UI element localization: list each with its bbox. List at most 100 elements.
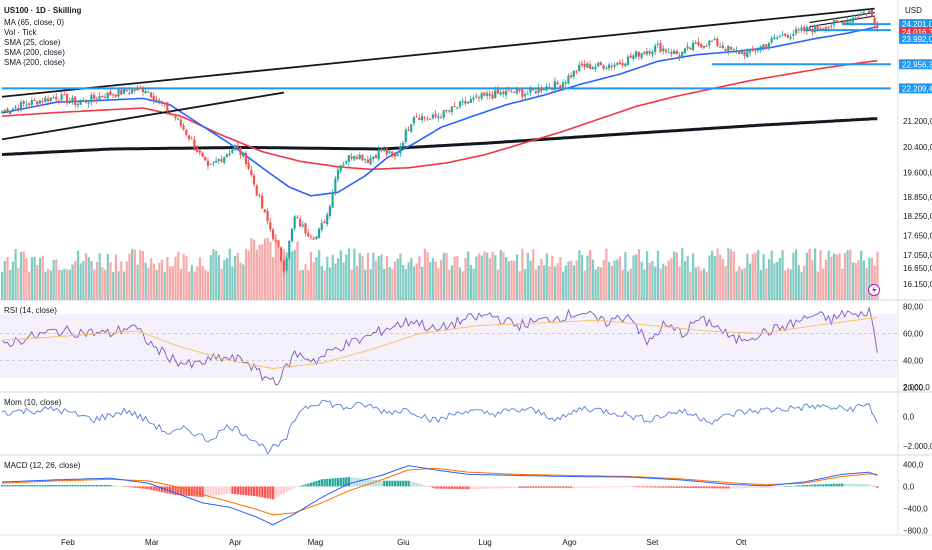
candle-body bbox=[179, 119, 182, 126]
volume-bar bbox=[209, 255, 212, 300]
candle-body bbox=[423, 117, 426, 119]
volume-bar bbox=[3, 260, 6, 300]
time-axis[interactable]: Feb Mar Apr Mag Giu Lug Ago Set Ott bbox=[61, 538, 747, 547]
macd-histogram-bar bbox=[30, 484, 34, 487]
macd-histogram-bar bbox=[55, 484, 58, 487]
macd-histogram-bar bbox=[52, 484, 55, 487]
volume-bar bbox=[618, 256, 622, 300]
volume-bar bbox=[328, 267, 332, 300]
volume-bar bbox=[290, 251, 294, 300]
month-label: Mag bbox=[308, 538, 324, 547]
candle-body bbox=[575, 71, 578, 73]
volume-bar bbox=[740, 269, 744, 300]
candle-body bbox=[109, 91, 112, 96]
candle-body bbox=[426, 118, 429, 120]
lightning-icon[interactable] bbox=[868, 284, 880, 296]
volume-bar bbox=[784, 270, 787, 300]
volume-bar bbox=[106, 253, 109, 300]
price-axis[interactable]: 21.200,0 20.400,0 19.600,0 18.850,0 18.250,0… bbox=[899, 19, 932, 289]
candle-body bbox=[507, 89, 510, 91]
macd-histogram-bar bbox=[301, 485, 305, 487]
volume-bar bbox=[74, 260, 77, 300]
candle-body bbox=[350, 156, 353, 159]
macd-histogram-bar bbox=[537, 486, 540, 488]
macd-histogram-bar bbox=[664, 486, 668, 488]
volume-bar bbox=[236, 252, 239, 300]
macd-histogram-bar bbox=[258, 486, 261, 497]
candle-body bbox=[667, 52, 670, 54]
volume-bar bbox=[6, 257, 9, 300]
candle-body bbox=[274, 240, 277, 242]
volume-bar bbox=[586, 255, 589, 300]
volume-bar bbox=[624, 252, 627, 300]
volume-bar bbox=[79, 263, 82, 300]
macd-histogram-bar bbox=[193, 486, 196, 497]
volume-bar bbox=[225, 258, 229, 300]
macd-histogram-bar bbox=[515, 486, 519, 488]
volume-bar bbox=[683, 260, 687, 300]
volume-bar bbox=[792, 252, 795, 300]
volume-bar bbox=[63, 268, 66, 300]
candle-body bbox=[659, 42, 662, 52]
volume-bar bbox=[594, 269, 597, 300]
macd-histogram-bar bbox=[524, 486, 527, 488]
candle-body bbox=[607, 64, 611, 69]
candle-body bbox=[247, 162, 250, 169]
candle-body bbox=[735, 50, 738, 52]
macd-pane[interactable]: 400,0 0,0 −400,0 −800,0 bbox=[1, 460, 928, 535]
macd-histogram-bar bbox=[543, 486, 546, 488]
macd-histogram-bar bbox=[136, 486, 139, 489]
candle-body bbox=[106, 92, 109, 99]
volume-bar bbox=[242, 264, 245, 300]
volume-bar bbox=[656, 250, 660, 300]
mom-axis-label: −2.000,0 bbox=[903, 442, 932, 451]
candle-body bbox=[282, 260, 285, 272]
momentum-pane[interactable]: 2.000,0 0,0 −2.000,0 bbox=[1, 383, 932, 455]
volume-bar bbox=[323, 270, 326, 300]
axis-label: 19.600,0 bbox=[903, 169, 932, 178]
volume-bar bbox=[309, 251, 313, 300]
macd-histogram-bar bbox=[331, 478, 334, 487]
candle-body bbox=[580, 63, 584, 66]
candle-body bbox=[700, 44, 703, 48]
candle-body bbox=[635, 51, 638, 57]
macd-histogram-bar bbox=[865, 484, 868, 487]
candle-body bbox=[651, 51, 654, 55]
macd-histogram-bar bbox=[448, 486, 451, 489]
volume-bar bbox=[114, 254, 118, 300]
macd-histogram-bar bbox=[727, 486, 730, 489]
main-price-pane[interactable] bbox=[0, 7, 891, 276]
volume-bar bbox=[285, 252, 288, 300]
macd-histogram-bar bbox=[426, 486, 429, 487]
volume-bar bbox=[44, 271, 47, 300]
macd-histogram-bar bbox=[337, 477, 340, 487]
candle-body bbox=[719, 46, 722, 48]
candle-body bbox=[870, 9, 874, 17]
volume-bar bbox=[429, 261, 432, 300]
volume-bar bbox=[293, 249, 296, 300]
candle-body bbox=[334, 178, 337, 192]
volume-bar bbox=[716, 248, 719, 300]
volume-bar bbox=[158, 262, 161, 300]
rsi-pane[interactable]: 80,00 60,00 40,00 20,00 bbox=[0, 303, 924, 393]
volume-bar bbox=[133, 249, 136, 300]
candle-body bbox=[79, 101, 82, 105]
volume-bar bbox=[125, 261, 128, 300]
price-tag bbox=[899, 59, 932, 70]
candle-body bbox=[483, 92, 486, 96]
candle-body bbox=[304, 223, 307, 234]
macd-histogram-bar bbox=[505, 486, 508, 489]
axis-label: 18.250,0 bbox=[903, 212, 932, 221]
macd-histogram-bar bbox=[762, 486, 765, 488]
volume-bar bbox=[418, 256, 421, 300]
macd-histogram-bar bbox=[846, 483, 849, 487]
candle-body bbox=[71, 97, 74, 102]
volume-bar bbox=[87, 257, 90, 300]
candle-body bbox=[255, 185, 258, 196]
macd-histogram-bar bbox=[608, 486, 611, 488]
volume-bar bbox=[851, 262, 855, 300]
candle-body bbox=[125, 89, 128, 92]
volume-bar bbox=[19, 251, 23, 300]
candle-body bbox=[534, 91, 537, 94]
